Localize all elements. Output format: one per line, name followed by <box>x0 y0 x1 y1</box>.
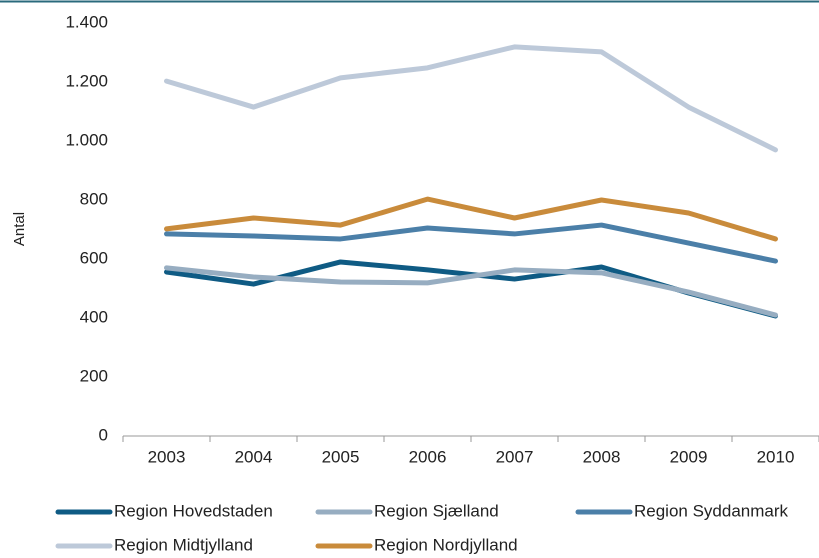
y-tick-label: 400 <box>80 307 108 326</box>
y-tick-label: 800 <box>80 189 108 208</box>
y-tick-label: 0 <box>99 425 108 444</box>
legend-label: Region Hovedstaden <box>114 501 273 520</box>
y-tick-label: 1.400 <box>65 12 108 31</box>
y-tick-label: 600 <box>80 248 108 267</box>
x-tick-label: 2008 <box>583 447 621 466</box>
x-tick-label: 2007 <box>496 447 534 466</box>
y-tick-label: 1.000 <box>65 130 108 149</box>
legend-label: Region Nordjylland <box>374 535 518 554</box>
legend-label: Region Midtjylland <box>114 535 253 554</box>
x-tick-label: 2004 <box>235 447 273 466</box>
x-tick-label: 2010 <box>757 447 795 466</box>
series-line <box>164 265 778 318</box>
series-line <box>164 222 778 264</box>
x-tick-label: 2003 <box>148 447 186 466</box>
legend-label: Region Sjælland <box>374 501 499 520</box>
series-line <box>164 196 778 242</box>
x-tick-label: 2009 <box>670 447 708 466</box>
x-tick-label: 2005 <box>322 447 360 466</box>
series-line <box>164 44 778 153</box>
y-tick-label: 200 <box>80 366 108 385</box>
x-tick-label: 2006 <box>409 447 447 466</box>
y-axis-label: Antal <box>11 212 28 246</box>
y-tick-label: 1.200 <box>65 71 108 90</box>
legend-label: Region Syddanmark <box>634 501 789 520</box>
